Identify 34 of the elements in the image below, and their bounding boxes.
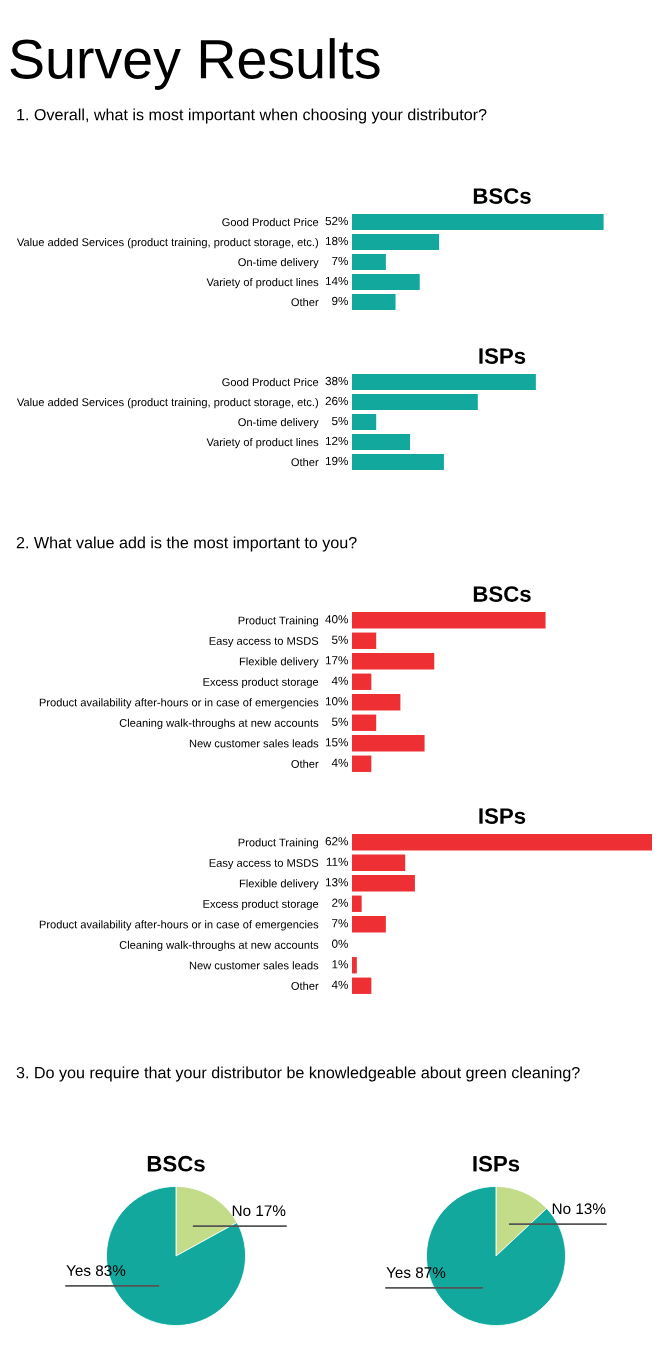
bar [352, 394, 478, 410]
text: Survey Results [10, 38, 380, 90]
chart-title: BSCs [473, 586, 531, 602]
chart-subtitle: 1. Overall, what is most important when choosing your distributor? [17, 108, 487, 124]
bar [352, 834, 652, 851]
chart-subtitle: 3. Do you require that your distributor be knowledgeable about green cleaning? [16, 1066, 580, 1082]
bar [352, 294, 396, 310]
bar [352, 274, 420, 290]
bar [352, 854, 406, 871]
chart-title: ISPs [479, 348, 526, 364]
chart-title: BSCs [473, 188, 531, 204]
chart-title: ISPs [473, 1155, 520, 1172]
bar [352, 374, 536, 390]
bar [352, 214, 604, 230]
bar [352, 254, 386, 270]
bar [352, 434, 411, 450]
text: 2. What value add is the most important to you? [16, 536, 357, 552]
bar [352, 916, 386, 933]
bar [352, 673, 372, 690]
bar [352, 653, 435, 670]
bar [352, 694, 401, 711]
chart-title: BSCs [147, 1155, 205, 1172]
bar [352, 714, 377, 731]
bar [352, 755, 372, 772]
bar [352, 234, 440, 250]
bar [352, 735, 425, 752]
bar [352, 895, 362, 912]
chart-title: ISPs [479, 808, 526, 824]
bar [352, 875, 415, 892]
bar [352, 414, 377, 430]
bar [352, 632, 377, 649]
bar [352, 454, 444, 470]
bar [352, 977, 372, 994]
bar [352, 612, 546, 629]
